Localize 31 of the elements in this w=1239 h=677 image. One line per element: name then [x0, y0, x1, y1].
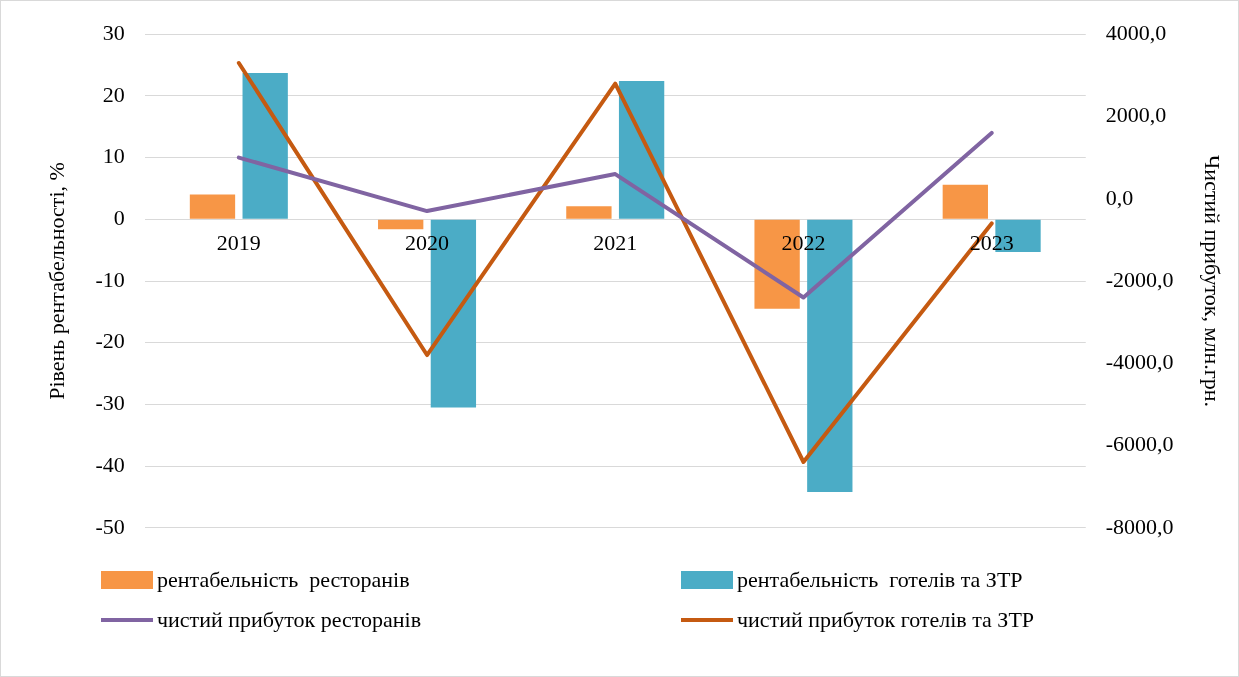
- bar: [618, 81, 665, 219]
- y-tick-label: -10: [95, 266, 125, 292]
- bar: [242, 73, 288, 219]
- legend-label: чистий прибуток ресторанів: [157, 607, 422, 633]
- y-tick-label: -40: [95, 451, 125, 477]
- y2-tick-label: -4000,0: [1105, 349, 1174, 375]
- bar: [189, 194, 236, 219]
- bar: [566, 206, 612, 219]
- y-tick-label: -20: [95, 328, 125, 354]
- y2-tick-label: 0,0: [1105, 184, 1134, 210]
- y2-tick-label: -2000,0: [1105, 266, 1174, 292]
- legend-label: рентабельність готелів та ЗТР: [737, 567, 1023, 593]
- y2-tick-label: -6000,0: [1105, 431, 1174, 457]
- x-tick-label: 2021: [593, 230, 638, 256]
- y-tick-label: 10: [102, 143, 125, 169]
- y2-axis-title: Чистий прибуток, млн.грн.: [1200, 155, 1226, 407]
- y2-tick-label: 2000,0: [1105, 102, 1167, 128]
- legend-label: рентабельність ресторанів: [157, 567, 410, 593]
- y-tick-label: -30: [95, 390, 125, 416]
- bar: [942, 184, 988, 219]
- y-tick-label: 0: [113, 205, 125, 231]
- y2-tick-label: 4000,0: [1105, 19, 1167, 45]
- x-tick-label: 2023: [969, 230, 1014, 256]
- y-axis-title: Рівень рентабельності, %: [43, 162, 69, 400]
- y-tick-label: 30: [102, 19, 125, 45]
- legend-label: чистий прибуток готелів та ЗТР: [737, 607, 1035, 633]
- y-tick-label: -50: [95, 513, 125, 539]
- y2-tick-label: -8000,0: [1105, 513, 1174, 539]
- y-tick-label: 20: [102, 81, 125, 107]
- bar: [378, 219, 424, 230]
- x-tick-label: 2019: [216, 230, 261, 256]
